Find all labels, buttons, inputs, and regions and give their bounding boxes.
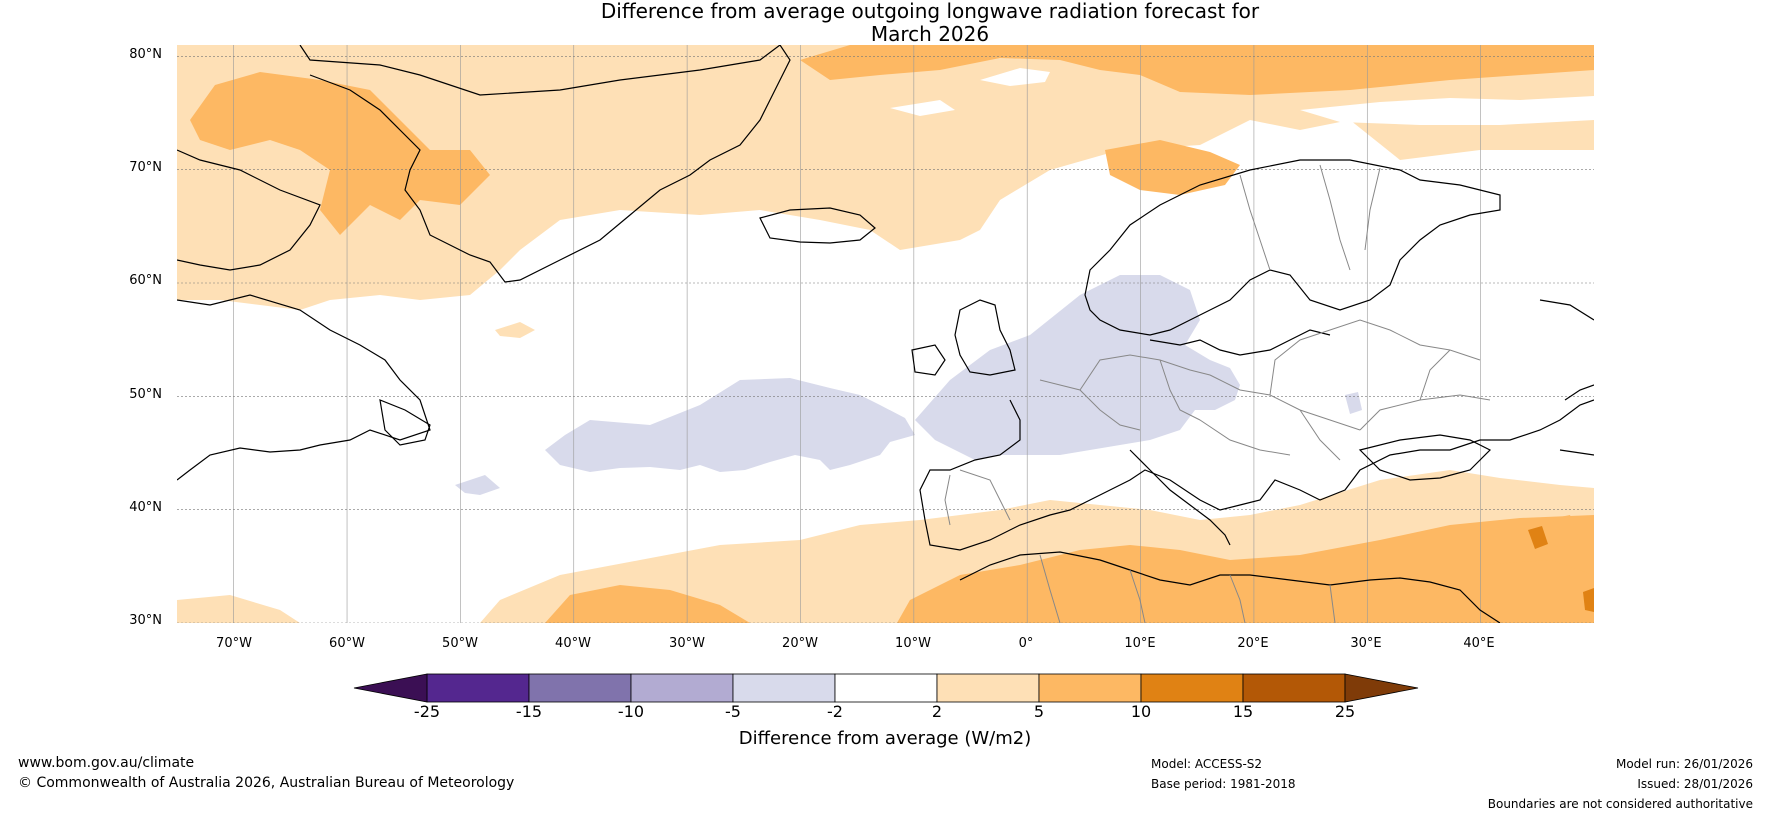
longitude-label: 40°W [555,636,591,651]
colorbar-segment [426,673,530,703]
footer-base-period: Base period: 1981-2018 [1151,777,1296,791]
anomaly-region-western-europe [915,275,1240,460]
colorbar-tick-label: 10 [1130,702,1152,721]
footer-website: www.bom.gov.au/climate [18,755,195,771]
colorbar-segment [528,673,632,703]
colorbar-tick-label: -2 [827,702,843,721]
coastline-baltic [1149,329,1331,356]
longitude-label: 50°W [442,636,478,651]
anomaly-region-south [177,595,300,623]
longitude-label: 60°W [329,636,365,651]
anomaly-patch-balkans [1345,392,1362,414]
coastlines [177,45,1594,623]
borders-nordics [1239,164,1381,271]
anomaly-region-greenland-west [190,72,490,235]
footer-model-run: Model run: 26/01/2026 [1615,757,1753,771]
longitude-label: 70°W [216,636,252,651]
colorbar-segment [936,673,1040,703]
colorbar-segment [630,673,734,703]
anomaly-region-north [177,45,1594,310]
coastline-iceland [759,207,876,244]
anomaly-band-10-to-15 [1528,526,1594,612]
colorbar-tick-label: 15 [1232,702,1254,721]
chart-title: Difference from average outgoing longwav… [0,0,1770,46]
footer-issued: Issued: 28/01/2026 [1637,777,1753,791]
neutral-patch-arctic-1 [890,100,955,116]
coastline-italy [1129,449,1231,546]
coastline-north-africa [959,551,1501,623]
anomaly-region-mediterranean-east [1420,560,1594,623]
colorbar-tick-label: -25 [413,702,441,721]
title-line-1: Difference from average outgoing longwav… [600,0,1260,23]
latitude-label: 50°N [129,387,162,402]
colorbar-tick-label: 25 [1334,702,1356,721]
coastline-black-sea [1358,434,1492,481]
colorbar-extend-min [353,673,428,703]
neutral-patch-arctic-2 [1300,96,1594,125]
footer-model: Model: ACCESS-S2 [1151,757,1263,771]
coastline-baffin [177,149,321,271]
coastline-east [1539,299,1594,456]
colorbar-tick-label: 2 [931,702,943,721]
coastline-europe [919,399,1594,551]
colorbar-tick-label: -15 [515,702,543,721]
anomaly-region-arctic-north [800,45,1594,95]
neutral-patch-iceland [800,225,870,245]
latitude-label: 70°N [129,160,162,175]
colorbar-tick-label: 5 [1033,702,1045,721]
latitude-label: 40°N [129,500,162,515]
anomaly-band-minus-5-to-minus-2 [455,275,1362,495]
longitude-label: 0° [1018,636,1034,651]
borders-north-africa [1039,554,1336,623]
latitude-label: 30°N [129,613,162,628]
footer-disclaimer: Boundaries are not considered authoritat… [1487,797,1753,811]
colorbar-segment [834,673,938,703]
neutral-patch-svalbard [980,68,1050,86]
colorbar-label: Difference from average (W/m2) [738,728,1032,749]
colorbar-segment [1242,673,1346,703]
longitude-label: 10°E [1124,636,1156,651]
anomaly-region-atlantic-south [545,585,750,623]
longitude-label: 40°E [1463,636,1495,651]
longitude-label: 20°E [1237,636,1269,651]
colorbar-segment [732,673,836,703]
anomaly-region-north-africa [897,515,1594,623]
borders-iberia [944,469,1011,526]
coastline-greenland [299,45,791,283]
latitude-label: 60°N [129,273,162,288]
anomaly-patch-bay-of-biscay [455,475,500,495]
country-borders [944,164,1491,623]
anomaly-region-barents [1105,140,1240,195]
anomaly-band-minus-2-to-2 [800,68,1594,245]
colorbar-extend-max [1344,673,1419,703]
coastline-scandinavia [1084,159,1501,336]
footer-copyright: © Commonwealth of Australia 2026, Austra… [18,775,515,791]
anomaly-band-5-to-10 [190,45,1594,623]
anomaly-patch-middle-east [1528,526,1548,549]
longitude-label: 10°W [895,636,931,651]
longitude-label: 20°W [782,636,818,651]
colorbar-segment [1038,673,1142,703]
colorbar-tick-label: -10 [617,702,645,721]
latitude-label: 80°N [129,47,162,62]
colorbar-segment [1140,673,1244,703]
coastline-british-isles [954,299,1016,376]
borders-central-europe [1039,319,1491,461]
anomaly-patch-middle-east-2 [1583,588,1594,612]
anomaly-patch-atlantic [495,322,535,338]
colorbar-tick-label: -5 [725,702,741,721]
title-line-2: March 2026 [870,22,990,46]
coastline-labrador [177,294,431,481]
longitude-label: 30°W [669,636,705,651]
anomaly-region-levant [1545,515,1580,548]
longitude-label: 30°E [1350,636,1382,651]
map-plot-area [177,45,1594,623]
coastline-ireland [911,344,946,376]
coastline-newfoundland [379,399,431,446]
anomaly-region-north-atlantic [545,378,915,472]
